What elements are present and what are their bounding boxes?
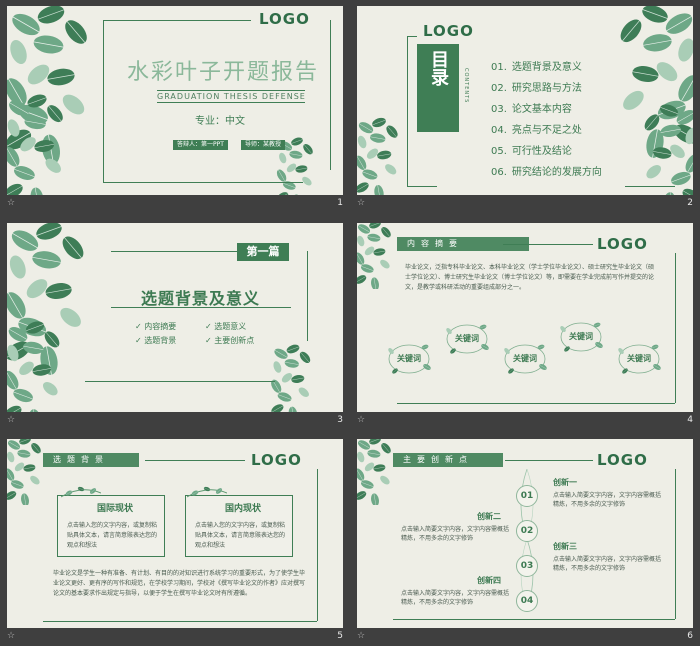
slide-number: 5 xyxy=(337,631,343,641)
toc-item-4[interactable]: 04. 亮点与不足之处 xyxy=(491,125,582,136)
star-icon[interactable]: ☆ xyxy=(7,198,16,208)
keyword-badge: 关键词 xyxy=(443,321,491,357)
slide-2-canvas[interactable]: LOGO 目录 CONTENTS 01. 选题背景及意义 02. 研究思路与方法 0… xyxy=(357,6,693,195)
toc-item-2[interactable]: 02. 研究思路与方法 xyxy=(491,83,582,94)
step-circle: 04 xyxy=(516,590,538,612)
logo-text: LOGO xyxy=(259,10,310,28)
section-header-bar: 选题背景 xyxy=(43,453,139,467)
step-circle: 01 xyxy=(516,485,538,507)
keyword-badge: 关键词 xyxy=(557,319,605,355)
panel-title: 国内现状 xyxy=(225,504,262,514)
background-paragraph: 毕业论文是学生一种有准备、有计划、有目的的对知识进行系统学习的重要形式，为了使学… xyxy=(53,570,306,597)
checklist-item: ✓ 内容摘要 xyxy=(135,322,177,331)
slide-3-canvas[interactable]: 第一篇 选题背景及意义 ✓ 内容摘要 ✓ 选题意义 ✓ 选题背景 ✓ 主要创新点 xyxy=(7,223,343,412)
logo-text: LOGO xyxy=(597,451,648,469)
slide-4-canvas[interactable]: 内容摘要 LOGO 毕业论文，泛指专科毕业论文、本科毕业论文（学士学位毕业论文）… xyxy=(357,223,693,412)
panel-text: 点击输入您的文字内容，或复制粘贴具体文本，请言简意赅表达您的观点和想法 xyxy=(195,522,286,549)
slide-5-canvas[interactable]: 选题背景 LOGO 国际现状 点击输入您的文字内容，或复制粘贴具体文本，请言简意… xyxy=(7,439,343,628)
vine-icon xyxy=(187,485,227,498)
slide-meta: ☆ 2 xyxy=(357,197,693,211)
logo-text: LOGO xyxy=(251,451,302,469)
panel-title: 国际现状 xyxy=(97,504,134,514)
slide-meta: ☆ 4 xyxy=(357,414,693,428)
toc-item-1[interactable]: 01. 选题背景及意义 xyxy=(491,62,582,73)
toc-title: 目录 xyxy=(428,50,449,86)
logo-text: LOGO xyxy=(597,235,648,253)
star-icon[interactable]: ☆ xyxy=(357,631,366,641)
slide-number: 1 xyxy=(337,198,343,208)
innovation-title: 创新三 xyxy=(553,542,577,551)
info-panel-international xyxy=(57,495,165,557)
slide-meta: ☆ 6 xyxy=(357,630,693,644)
slide-number: 3 xyxy=(337,415,343,425)
vine-icon xyxy=(61,485,101,498)
star-icon[interactable]: ☆ xyxy=(357,415,366,425)
toc-item-3[interactable]: 03. 论文基本内容 xyxy=(491,104,572,115)
checklist-item: ✓ 选题意义 xyxy=(205,322,247,331)
innovation-text: 点击输入简要文字内容，文字内容需概括精炼，不用多余的文字修饰 xyxy=(553,492,662,508)
section-header-bar: 主要创新点 xyxy=(393,453,503,467)
toc-title-box: 目录 xyxy=(417,44,459,132)
leaf-decoration-icon xyxy=(357,439,413,505)
contents-vertical-label: CONTENTS xyxy=(463,68,469,104)
innovation-text: 点击输入简要文字内容，文字内容需概括精炼，不用多余的文字修饰 xyxy=(401,590,510,606)
presenter-tag: 答辩人：第一PPT xyxy=(173,140,228,150)
logo-text: LOGO xyxy=(423,22,474,40)
section-header-bar: 内容摘要 xyxy=(397,237,529,251)
info-panel-domestic xyxy=(185,495,293,557)
innovation-title: 创新四 xyxy=(477,576,501,585)
keyword-badge: 关键词 xyxy=(615,341,663,377)
leaf-decoration-icon xyxy=(269,343,343,412)
step-circle: 02 xyxy=(516,520,538,542)
step-circle: 03 xyxy=(516,555,538,577)
toc-item-5[interactable]: 05. 可行性及结论 xyxy=(491,146,572,157)
slide-meta: ☆ 3 xyxy=(7,414,343,428)
slide-1-canvas[interactable]: LOGO 水彩叶子开题报告 GRADUATION THESIS DEFENSE … xyxy=(7,6,343,195)
innovation-text: 点击输入简要文字内容，文字内容需概括精炼，不用多余的文字修饰 xyxy=(553,556,662,572)
leaf-decoration-icon xyxy=(275,136,343,195)
checklist-item: ✓ 选题背景 xyxy=(135,336,177,345)
leaf-decoration-icon xyxy=(7,223,111,412)
star-icon[interactable]: ☆ xyxy=(7,631,16,641)
star-icon[interactable]: ☆ xyxy=(357,198,366,208)
toc-item-6[interactable]: 06. 研究结论的发展方向 xyxy=(491,167,602,178)
slide-number: 4 xyxy=(687,415,693,425)
slide-meta: ☆ 1 xyxy=(7,197,343,211)
advisor-tag: 导师：某教授 xyxy=(241,140,286,150)
checklist-item: ✓ 主要创新点 xyxy=(205,336,255,345)
leaf-decoration-icon xyxy=(7,439,63,505)
innovation-text: 点击输入简要文字内容，文字内容需概括精炼，不用多余的文字修饰 xyxy=(401,526,510,542)
keyword-badge: 关键词 xyxy=(385,341,433,377)
section-tag: 第一篇 xyxy=(237,243,289,261)
slide-number: 6 xyxy=(687,631,693,641)
leaf-decoration-icon xyxy=(593,6,693,195)
slide-6-canvas[interactable]: 主要创新点 LOGO 01 02 03 04 创新一 点击输入简要文字内容，文字… xyxy=(357,439,693,628)
section-title: 选题背景及意义 xyxy=(141,289,261,308)
innovation-title: 创新一 xyxy=(553,478,577,487)
star-icon[interactable]: ☆ xyxy=(7,415,16,425)
abstract-paragraph: 毕业论文，泛指专科毕业论文、本科毕业论文（学士学位毕业论文）、硕士研究生毕业论文… xyxy=(405,264,655,291)
slide-number: 2 xyxy=(687,198,693,208)
major-label: 专业：中文 xyxy=(195,116,245,127)
page-title: 水彩叶子开题报告 xyxy=(127,60,320,85)
innovation-title: 创新二 xyxy=(477,512,501,521)
panel-text: 点击输入您的文字内容，或复制粘贴具体文本，请言简意赅表达您的观点和想法 xyxy=(67,522,158,549)
keyword-badge: 关键词 xyxy=(501,341,549,377)
subtitle: GRADUATION THESIS DEFENSE xyxy=(157,92,306,101)
slide-meta: ☆ 5 xyxy=(7,630,343,644)
